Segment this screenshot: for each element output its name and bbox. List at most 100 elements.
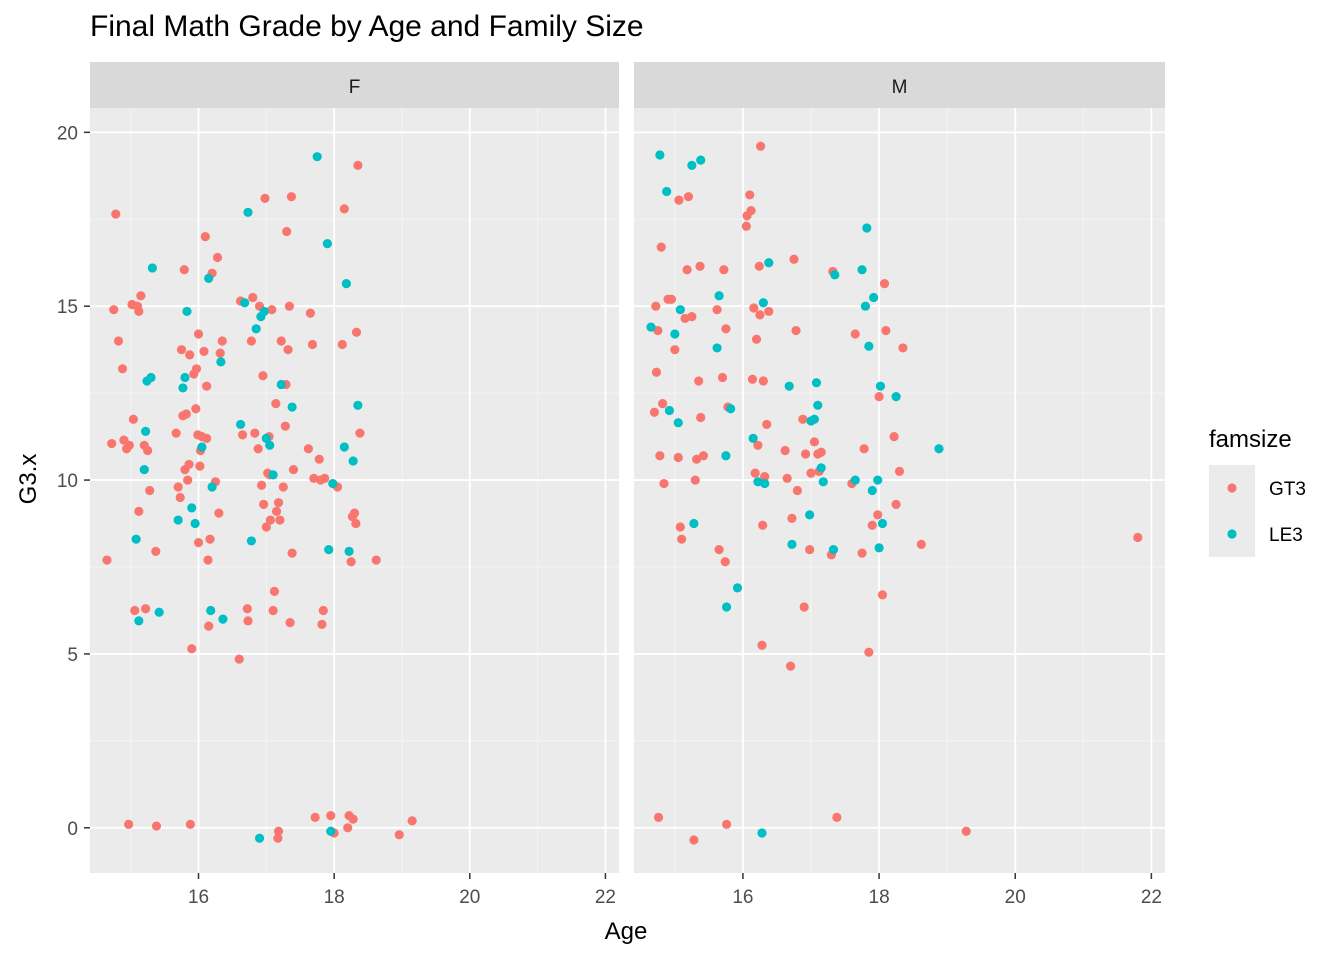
data-point: [673, 418, 683, 428]
data-point: [134, 506, 144, 516]
data-point: [832, 812, 842, 822]
data-point: [191, 364, 202, 374]
data-point: [757, 640, 767, 650]
x-tick-label: 22: [1141, 887, 1162, 908]
data-point: [326, 811, 336, 821]
data-point: [857, 548, 867, 558]
data-point: [173, 482, 183, 492]
data-point: [745, 190, 755, 200]
data-point: [657, 398, 668, 409]
data-point: [347, 511, 358, 522]
data-point: [674, 195, 684, 205]
data-point: [673, 452, 683, 463]
data-point: [764, 258, 774, 268]
data-point: [146, 372, 156, 383]
data-point: [128, 414, 139, 424]
legend-symbol: [1227, 483, 1237, 493]
data-point: [278, 482, 288, 492]
data-point: [721, 602, 732, 612]
data-point: [348, 814, 358, 824]
data-point: [712, 343, 722, 353]
data-point: [830, 270, 840, 280]
data-point: [111, 209, 121, 219]
data-point: [207, 482, 217, 492]
data-point: [240, 298, 250, 308]
data-point: [204, 273, 214, 283]
data-point: [873, 475, 883, 485]
data-point: [655, 451, 665, 461]
data-point: [151, 821, 162, 831]
data-point: [288, 465, 299, 475]
data-point: [785, 661, 796, 671]
data-point: [353, 160, 363, 170]
data-point: [286, 192, 297, 202]
data-point: [695, 261, 705, 271]
data-point: [714, 545, 724, 555]
data-point: [271, 398, 281, 409]
data-point: [185, 350, 195, 360]
data-point: [193, 538, 204, 548]
data-point: [764, 306, 774, 317]
data-point: [756, 141, 766, 151]
data-point: [687, 312, 697, 322]
data-point: [202, 381, 212, 391]
data-point: [305, 308, 316, 318]
data-point: [720, 557, 730, 567]
data-point: [191, 404, 201, 414]
chart-title: Final Math Grade by Age and Family Size: [90, 10, 644, 43]
data-point: [141, 604, 151, 614]
data-point: [248, 292, 258, 303]
data-point: [179, 265, 189, 275]
data-point: [862, 223, 872, 233]
data-point: [664, 405, 675, 416]
data-point: [139, 465, 149, 475]
data-point: [961, 826, 971, 836]
data-point: [199, 346, 209, 357]
data-point: [124, 819, 134, 829]
data-point: [867, 520, 877, 530]
data-point: [651, 301, 661, 311]
data-point: [898, 343, 908, 353]
data-point: [746, 205, 756, 216]
data-point: [243, 616, 253, 626]
legend-label: LE3: [1269, 525, 1303, 546]
data-point: [689, 835, 699, 845]
data-point: [154, 607, 164, 617]
data-point: [216, 357, 226, 367]
data-point: [934, 444, 944, 454]
data-point: [659, 478, 669, 489]
y-tick-label: 15: [57, 297, 78, 318]
data-point: [218, 614, 228, 624]
data-point: [675, 305, 685, 315]
data-point: [151, 546, 161, 556]
data-point: [750, 468, 760, 478]
data-point: [341, 279, 351, 289]
data-point: [653, 325, 663, 336]
data-point: [113, 336, 124, 346]
data-point: [682, 265, 692, 275]
data-point: [828, 545, 839, 555]
data-point: [351, 327, 362, 337]
data-point: [670, 329, 680, 339]
data-point: [653, 812, 664, 822]
legend-title: famsize: [1209, 426, 1292, 453]
legend-label: GT3: [1269, 479, 1306, 500]
data-point: [237, 430, 248, 440]
data-point: [141, 426, 151, 436]
data-point: [197, 442, 207, 452]
data-point: [261, 433, 271, 443]
data-point: [202, 433, 212, 443]
data-point: [721, 451, 731, 461]
data-point: [881, 325, 891, 336]
data-point: [758, 298, 768, 308]
facet-strip-label: F: [349, 77, 361, 98]
data-point: [857, 265, 867, 275]
data-point: [889, 432, 899, 442]
data-point: [864, 341, 874, 351]
data-point: [798, 414, 808, 424]
data-point: [102, 555, 112, 565]
data-point: [1133, 532, 1143, 543]
data-point: [203, 555, 213, 565]
data-point: [184, 459, 194, 470]
